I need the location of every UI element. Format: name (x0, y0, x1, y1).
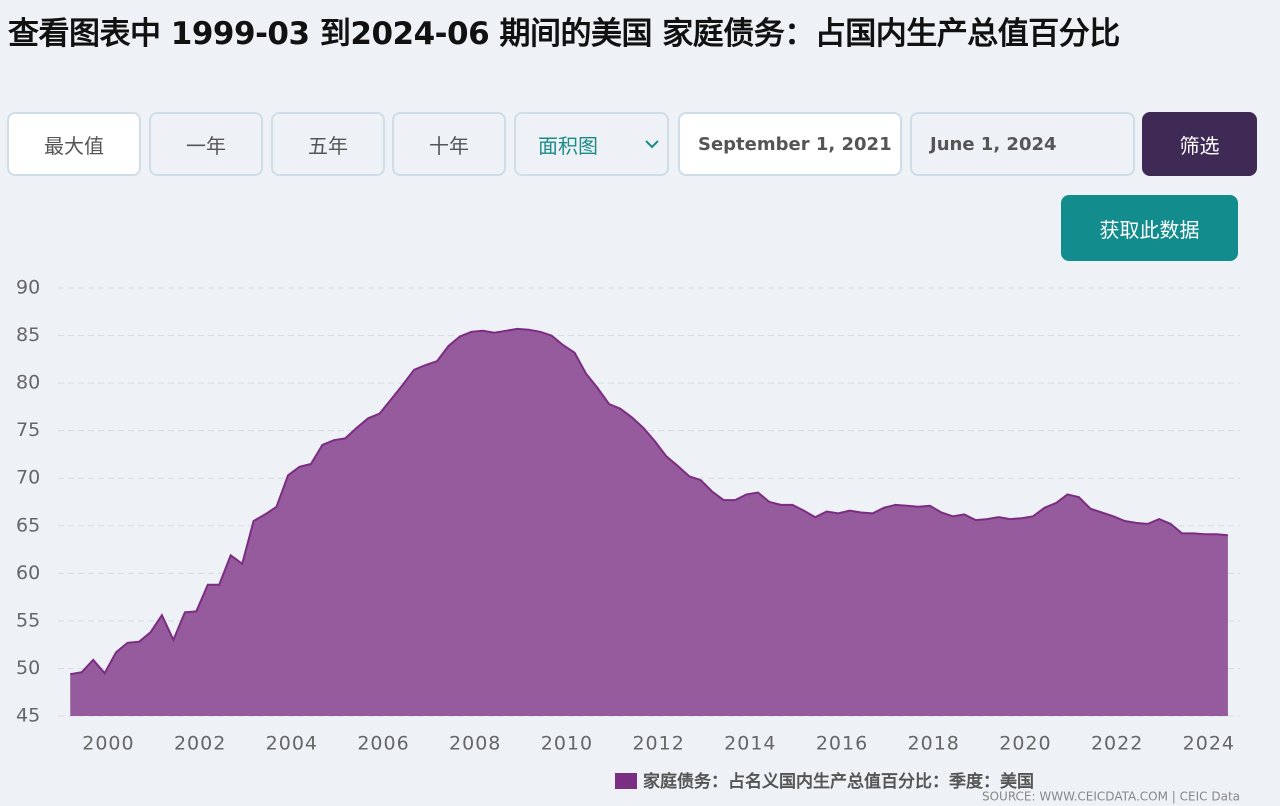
y-tick-label: 90 (16, 277, 40, 299)
x-tick-label: 2022 (1091, 733, 1143, 755)
x-tick-label: 2010 (541, 733, 593, 755)
chevron (645, 140, 659, 149)
x-tick-label: 2014 (724, 733, 776, 755)
download-button[interactable]: 获取此数据 (1061, 195, 1238, 261)
range-button[interactable]: 十年 (392, 112, 506, 176)
x-tick-label: 2000 (82, 733, 134, 755)
y-tick-label: 50 (16, 657, 40, 679)
y-tick-label: 60 (16, 562, 40, 584)
line (70, 327, 1228, 676)
x-tick-label: 2002 (174, 733, 226, 755)
range-button[interactable]: 一年 (149, 112, 263, 176)
x-tick-label: 2004 (266, 733, 318, 755)
range-button[interactable]: 最大值 (7, 112, 141, 176)
end-date[interactable]: June 1, 2024 (910, 112, 1135, 176)
start-date[interactable]: September 1, 2021 (678, 112, 902, 176)
x-tick-label: 2018 (908, 733, 960, 755)
y-tick-label: 65 (16, 514, 40, 536)
y-tick-label: 55 (16, 609, 40, 631)
x-tick-label: 2020 (999, 733, 1051, 755)
y-tick-label: 45 (16, 705, 40, 727)
x-tick-label: 2008 (449, 733, 501, 755)
y-tick-label: 85 (16, 324, 40, 346)
x-tick-label: 2024 (1183, 733, 1235, 755)
page-title: 查看图表中 1999-03 到2024-06 期间的美国 家庭债务：占国内生产总… (8, 16, 1120, 52)
range-button[interactable]: 五年 (271, 112, 385, 176)
filter-button[interactable]: 筛选 (1142, 112, 1257, 176)
source: SOURCE: WWW.CEICDATA.COM | CEIC Data (982, 790, 1240, 804)
chart-type-value: 面积图 (538, 133, 598, 158)
area (70, 328, 1228, 716)
x-tick-label: 2016 (816, 733, 868, 755)
y-tick-label: 70 (16, 467, 40, 489)
y-tick-label: 75 (16, 419, 40, 441)
legend-label: 家庭债务：占名义国内生产总值百分比：季度：美国 (643, 771, 1034, 792)
x-tick-label: 2012 (632, 733, 684, 755)
chart-type-select[interactable]: 面积图 (514, 112, 669, 176)
x-tick-label: 2006 (357, 733, 409, 755)
y-tick-label: 80 (16, 372, 40, 394)
legend-swatch (615, 773, 637, 789)
